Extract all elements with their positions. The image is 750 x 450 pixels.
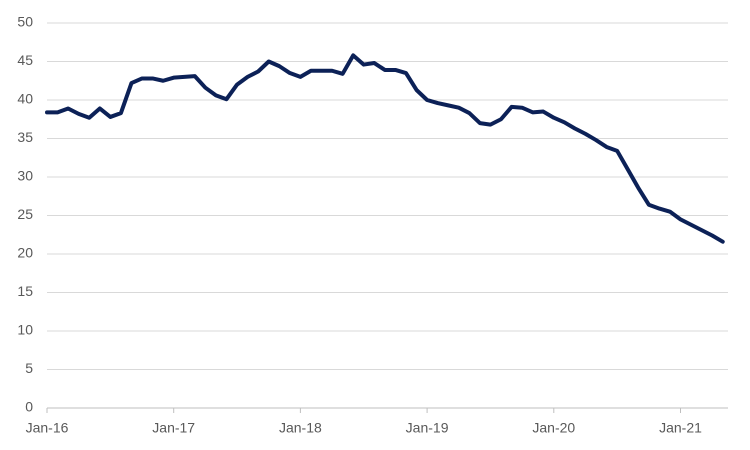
- y-tick-label: 0: [25, 399, 33, 415]
- y-tick-label: 15: [17, 283, 33, 299]
- x-tick-label: Jan-16: [26, 420, 69, 436]
- y-tick-label: 25: [17, 206, 33, 222]
- y-tick-label: 5: [25, 360, 33, 376]
- y-tick-label: 45: [17, 52, 33, 68]
- x-tick-label: Jan-18: [279, 420, 322, 436]
- data-line: [45, 53, 725, 244]
- y-tick-label: 30: [17, 168, 33, 184]
- y-tick-label: 10: [17, 322, 33, 338]
- x-tick-label: Jan-19: [406, 420, 449, 436]
- x-tick-label: Jan-20: [532, 420, 575, 436]
- y-tick-label: 35: [17, 129, 33, 145]
- y-tick-label: 20: [17, 245, 33, 261]
- x-tick-label: Jan-17: [152, 420, 195, 436]
- x-tick-label: Jan-21: [659, 420, 702, 436]
- y-tick-label: 50: [17, 14, 33, 30]
- y-tick-label: 40: [17, 91, 33, 107]
